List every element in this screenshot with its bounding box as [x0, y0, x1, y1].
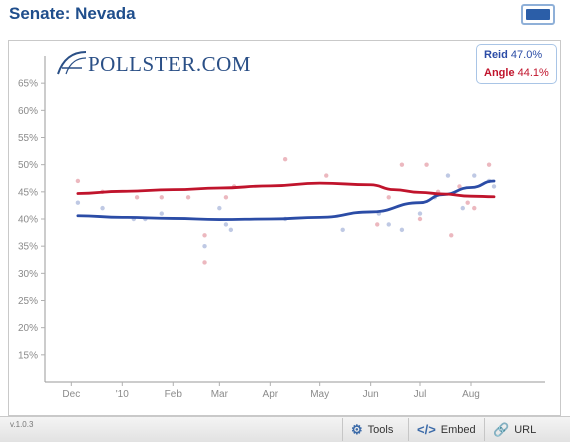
embed-label: Embed — [440, 423, 476, 436]
legend-label: Reid — [484, 49, 508, 61]
poll-point-angle — [324, 173, 329, 178]
pollster-logo-icon — [57, 51, 87, 75]
chart-legend: Reid 47.0% Angle 44.1% — [476, 44, 557, 84]
chart-frame — [8, 40, 561, 416]
y-tick-label: 60% — [18, 106, 38, 117]
poll-point-angle — [202, 260, 207, 265]
y-tick-label: 15% — [18, 350, 38, 361]
y-tick-label: 55% — [18, 133, 38, 144]
x-tick-label: Apr — [263, 389, 279, 400]
tools-label: Tools — [367, 423, 394, 436]
poll-point-angle — [282, 157, 288, 162]
poll-point-angle — [399, 162, 405, 167]
y-tick-label: 40% — [18, 215, 38, 226]
link-icon: 🔗 — [493, 421, 510, 437]
poll-point-angle — [424, 162, 429, 167]
legend-item-reid: Reid 47.0% — [484, 49, 542, 61]
poll-point-angle — [375, 222, 380, 227]
poll-point-reid — [340, 227, 345, 233]
legend-value: 44.1% — [517, 67, 549, 79]
poll-point-reid — [399, 227, 405, 233]
poll-point-angle — [472, 205, 477, 211]
poll-point-reid — [417, 211, 423, 216]
x-tick-label: Aug — [462, 389, 480, 400]
tools-button[interactable]: ⚙ Tools — [342, 418, 408, 441]
trend-line-angle — [76, 181, 496, 199]
poll-point-reid — [228, 227, 234, 233]
fullscreen-icon — [526, 9, 550, 20]
poll-point-reid — [217, 205, 222, 211]
poll-point-angle — [202, 233, 207, 238]
chart-title: Senate: Nevada — [9, 4, 136, 23]
footer-toolbar: v.1.0.3 ⚙ Tools </> Embed 🔗 URL — [0, 416, 570, 442]
y-tick-label: 30% — [18, 269, 38, 280]
x-tick-label: Mar — [211, 389, 229, 400]
poll-point-reid — [223, 222, 229, 227]
trend-line-reid — [76, 179, 496, 221]
y-tick-label: 45% — [18, 187, 38, 198]
poll-point-reid — [472, 173, 477, 178]
poll-point-reid — [75, 200, 81, 205]
poll-point-angle — [449, 233, 454, 238]
poll-point-angle — [185, 195, 191, 200]
url-button[interactable]: 🔗 URL — [484, 418, 546, 441]
poll-point-angle — [457, 184, 462, 189]
poll-point-angle — [159, 195, 164, 200]
gear-icon: ⚙ — [351, 421, 363, 437]
x-tick-label: Dec — [62, 389, 80, 400]
poll-point-angle — [223, 195, 229, 200]
embed-button[interactable]: </> Embed — [408, 418, 484, 441]
y-tick-label: 25% — [18, 296, 38, 307]
poll-point-angle — [75, 178, 81, 184]
poll-point-reid — [460, 205, 465, 211]
y-tick-label: 50% — [18, 160, 38, 171]
y-tick-label: 65% — [18, 79, 38, 90]
x-tick-label: Feb — [165, 389, 183, 400]
poll-point-angle — [486, 162, 492, 167]
url-label: URL — [514, 423, 537, 436]
fullscreen-button[interactable] — [521, 4, 555, 25]
poll-point-angle — [465, 200, 470, 205]
code-icon: </> — [417, 422, 436, 437]
poll-point-reid — [491, 184, 497, 189]
poll-point-reid — [386, 222, 391, 227]
poll-point-reid — [159, 211, 164, 216]
poll-point-angle — [386, 195, 391, 200]
pollster-logo-text: POLLSTER.COM — [88, 52, 251, 76]
x-tick-label: May — [310, 389, 329, 400]
poll-point-angle — [417, 216, 423, 222]
legend-label: Angle — [484, 67, 515, 79]
poll-point-angle — [134, 195, 140, 200]
version-label: v.1.0.3 — [10, 420, 34, 429]
poll-point-reid — [202, 243, 207, 249]
x-tick-label: '10 — [116, 389, 129, 400]
poll-point-reid — [100, 205, 105, 211]
legend-item-angle: Angle 44.1% — [484, 67, 549, 79]
y-tick-label: 35% — [18, 242, 38, 253]
x-tick-label: Jul — [414, 389, 427, 400]
poll-point-reid — [445, 173, 451, 178]
legend-value: 47.0% — [510, 49, 543, 61]
y-tick-label: 20% — [18, 323, 38, 334]
x-tick-label: Jun — [363, 389, 379, 400]
